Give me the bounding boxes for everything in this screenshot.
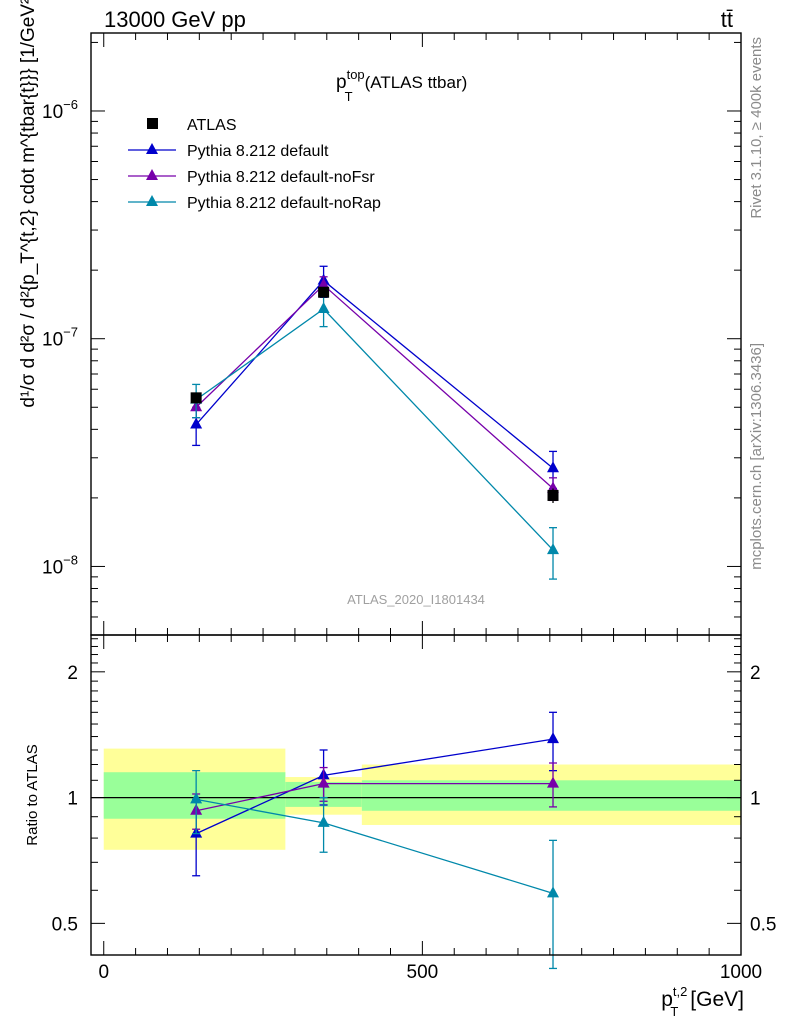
main-point-atlas [318, 286, 330, 298]
main-point-pythia-8-212-default-nofsr [317, 278, 330, 290]
main-point-pythia-8-212-default-nofsr [547, 481, 560, 493]
legend-label-nofsr: Pythia 8.212 default-noFsr [187, 169, 375, 186]
ratio-ytick-label-left: 0.5 [52, 914, 78, 935]
x-axis-label-unit: [GeV] [690, 988, 744, 1011]
main-line-pythia-8-212-default-norap [195, 308, 554, 551]
x-tick-label: 1000 [720, 962, 762, 983]
legend-label-default: Pythia 8.212 default [187, 143, 329, 160]
analysis-watermark: ATLAS_2020_I1801434 [347, 592, 485, 607]
x-axis-label-main: p [661, 988, 673, 1011]
x-axis-label-sub: T [670, 1004, 678, 1019]
x-axis-label: pt,2 T [GeV] [661, 984, 744, 1019]
plot-title-sup: top [347, 67, 365, 82]
legend-marker-nofsr [146, 169, 158, 180]
mcplots-label: mcplots.cern.ch [arXiv:1306.3436] [748, 343, 765, 570]
x-tick-label: 500 [407, 962, 439, 983]
main-line-pythia-8-212-default-nofsr [195, 284, 554, 489]
ratio-point-pythia-8-212-default [547, 732, 560, 744]
ratio-point-pythia-8-212-default-nofsr [547, 776, 560, 788]
legend-marker-default [146, 143, 158, 154]
ratio-point-pythia-8-212-default-nofsr [317, 776, 330, 788]
main-point-pythia-8-212-default-norap [547, 543, 560, 555]
rivet-label: Rivet 3.1.10, ≥ 400k events [748, 37, 765, 219]
main-point-atlas [190, 392, 202, 404]
legend-marker-atlas [147, 118, 158, 129]
x-tick-label: 0 [98, 962, 109, 983]
main-ytick-label: 10−7 [42, 325, 78, 351]
ratio-point-pythia-8-212-default-norap [547, 886, 560, 898]
ratio-ytick-label-right: 1 [750, 789, 761, 810]
ratio-panel: 0.5 0.5 1 1 2 2 0 500 1000 Ratio to ATLAS pt,2 T [… [24, 634, 776, 1019]
process-label: tt̄ [721, 7, 733, 32]
main-point-pythia-8-212-default [190, 417, 203, 429]
legend-label-atlas: ATLAS [187, 117, 237, 134]
main-ytick-label: 10−8 [42, 552, 78, 578]
plot-title: ptop T (ATLAS ttbar) [336, 67, 467, 104]
legend-marker-norap [146, 195, 158, 206]
x-axis-label-sup: t,2 [673, 984, 687, 999]
ratio-ytick-label-left: 1 [67, 789, 78, 810]
main-point-pythia-8-212-default-norap [317, 302, 330, 314]
plot-title-sub: T [345, 89, 353, 104]
ratio-frame [90, 634, 742, 956]
energy-label: 13000 GeV pp [104, 7, 246, 32]
ratio-ytick-label-right: 2 [750, 663, 761, 684]
main-ylabel: d¹/σ d d²σ / d²{p_T^{t,2} cdot m^{tbar{t… [18, 0, 39, 408]
plot-title-main: p [336, 72, 347, 93]
legend: ATLAS Pythia 8.212 default Pythia 8.212 … [128, 117, 381, 212]
ratio-point-pythia-8-212-default-norap [190, 792, 203, 804]
ratio-ytick-label-right: 0.5 [750, 914, 776, 935]
main-point-atlas [547, 489, 559, 501]
legend-label-norap: Pythia 8.212 default-noRap [187, 195, 381, 212]
main-line-pythia-8-212-default [195, 279, 554, 469]
plot-title-suffix: (ATLAS ttbar) [365, 73, 468, 92]
main-panel: 10−6 10−7 10−8 ptop T (ATLAS ttbar) ATLAS_20… [18, 0, 742, 636]
ratio-ytick-label-left: 2 [67, 663, 78, 684]
main-ytick-label: 10−6 [42, 97, 78, 123]
main-point-pythia-8-212-default [547, 461, 560, 473]
ratio-point-pythia-8-212-default-norap [317, 815, 330, 827]
ratio-ylabel: Ratio to ATLAS [24, 744, 41, 845]
